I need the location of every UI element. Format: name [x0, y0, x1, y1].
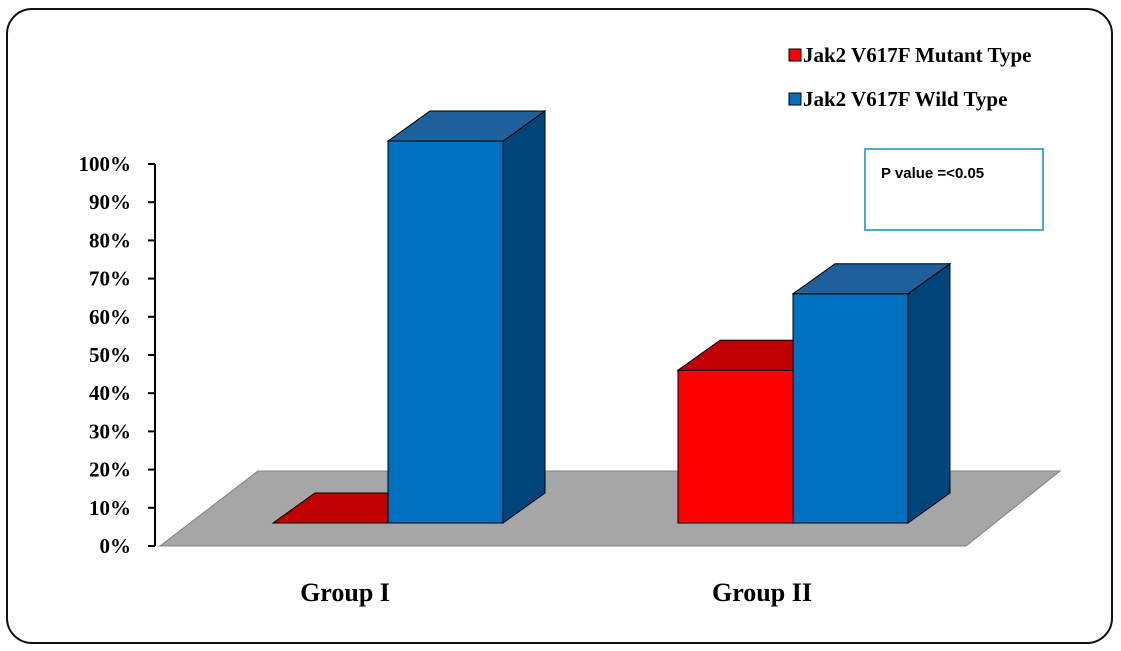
bar: [791, 262, 952, 524]
bar-front: [677, 369, 794, 524]
legend-label-wild: Jak2 V617F Wild Type: [803, 87, 1007, 111]
bar-top: [386, 110, 547, 142]
category-label: Group I: [300, 578, 390, 607]
y-tick-label: 40%: [89, 381, 131, 405]
p-value-text: P value =<0.05: [881, 165, 984, 182]
bar-front: [387, 140, 504, 524]
bar-front: [792, 293, 909, 524]
y-tick-label: 90%: [89, 190, 131, 214]
y-tick-label: 30%: [89, 419, 131, 443]
y-tick-label: 80%: [89, 228, 131, 252]
legend-swatch-wild: [788, 92, 802, 106]
bar-top: [791, 263, 952, 295]
chart-frame: [6, 8, 1113, 644]
y-tick-label: 20%: [89, 458, 131, 482]
legend: Jak2 V617F Mutant Type Jak2 V617F Wild T…: [788, 43, 1032, 111]
bar: [386, 110, 547, 524]
bar-side: [907, 262, 951, 524]
bar-side: [502, 110, 546, 524]
category-label: Group II: [712, 578, 812, 607]
y-tick-label: 10%: [89, 496, 131, 520]
y-tick-label: 0%: [100, 534, 132, 558]
y-tick-label: 60%: [89, 305, 131, 329]
bars: [271, 110, 952, 524]
p-value-box: [864, 148, 1044, 231]
legend-swatch-mutant: [788, 48, 802, 62]
y-tick-label: 50%: [89, 343, 131, 367]
legend-label-mutant: Jak2 V617F Mutant Type: [803, 43, 1032, 67]
y-tick-label: 100%: [79, 152, 132, 176]
category-labels: Group I Group II: [300, 578, 812, 607]
y-ticks: 0% 10% 20% 30% 40% 50% 60% 70% 80% 90% 100%: [79, 152, 155, 558]
y-tick-label: 70%: [89, 267, 131, 291]
